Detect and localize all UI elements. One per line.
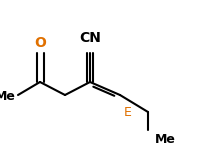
Text: Me: Me (155, 133, 176, 146)
Text: CN: CN (79, 31, 101, 45)
Text: E: E (124, 106, 132, 119)
Text: O: O (34, 36, 46, 50)
Text: Me: Me (0, 90, 16, 104)
